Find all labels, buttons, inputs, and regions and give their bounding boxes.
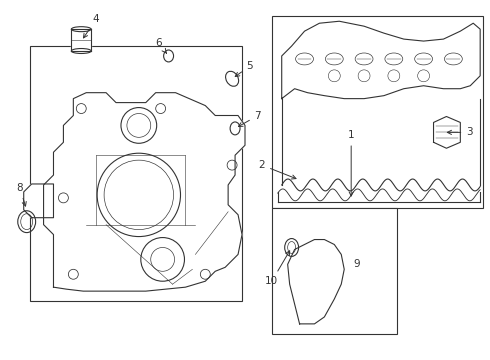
Polygon shape: [24, 184, 53, 218]
Text: 10: 10: [265, 251, 290, 286]
Text: 3: 3: [447, 127, 473, 138]
Bar: [30, 46, 242, 301]
Polygon shape: [288, 239, 344, 324]
Text: 9: 9: [354, 259, 361, 269]
Text: 8: 8: [17, 183, 26, 206]
Polygon shape: [282, 21, 480, 99]
Text: 2: 2: [259, 160, 296, 179]
Text: 7: 7: [239, 111, 261, 126]
Polygon shape: [72, 29, 91, 51]
Polygon shape: [44, 93, 245, 291]
Text: 5: 5: [235, 61, 253, 77]
Polygon shape: [434, 117, 460, 148]
Text: 6: 6: [155, 38, 167, 53]
Bar: [272, 16, 483, 208]
Text: 1: 1: [348, 130, 354, 196]
Bar: [272, 208, 397, 334]
Text: 4: 4: [83, 14, 99, 38]
